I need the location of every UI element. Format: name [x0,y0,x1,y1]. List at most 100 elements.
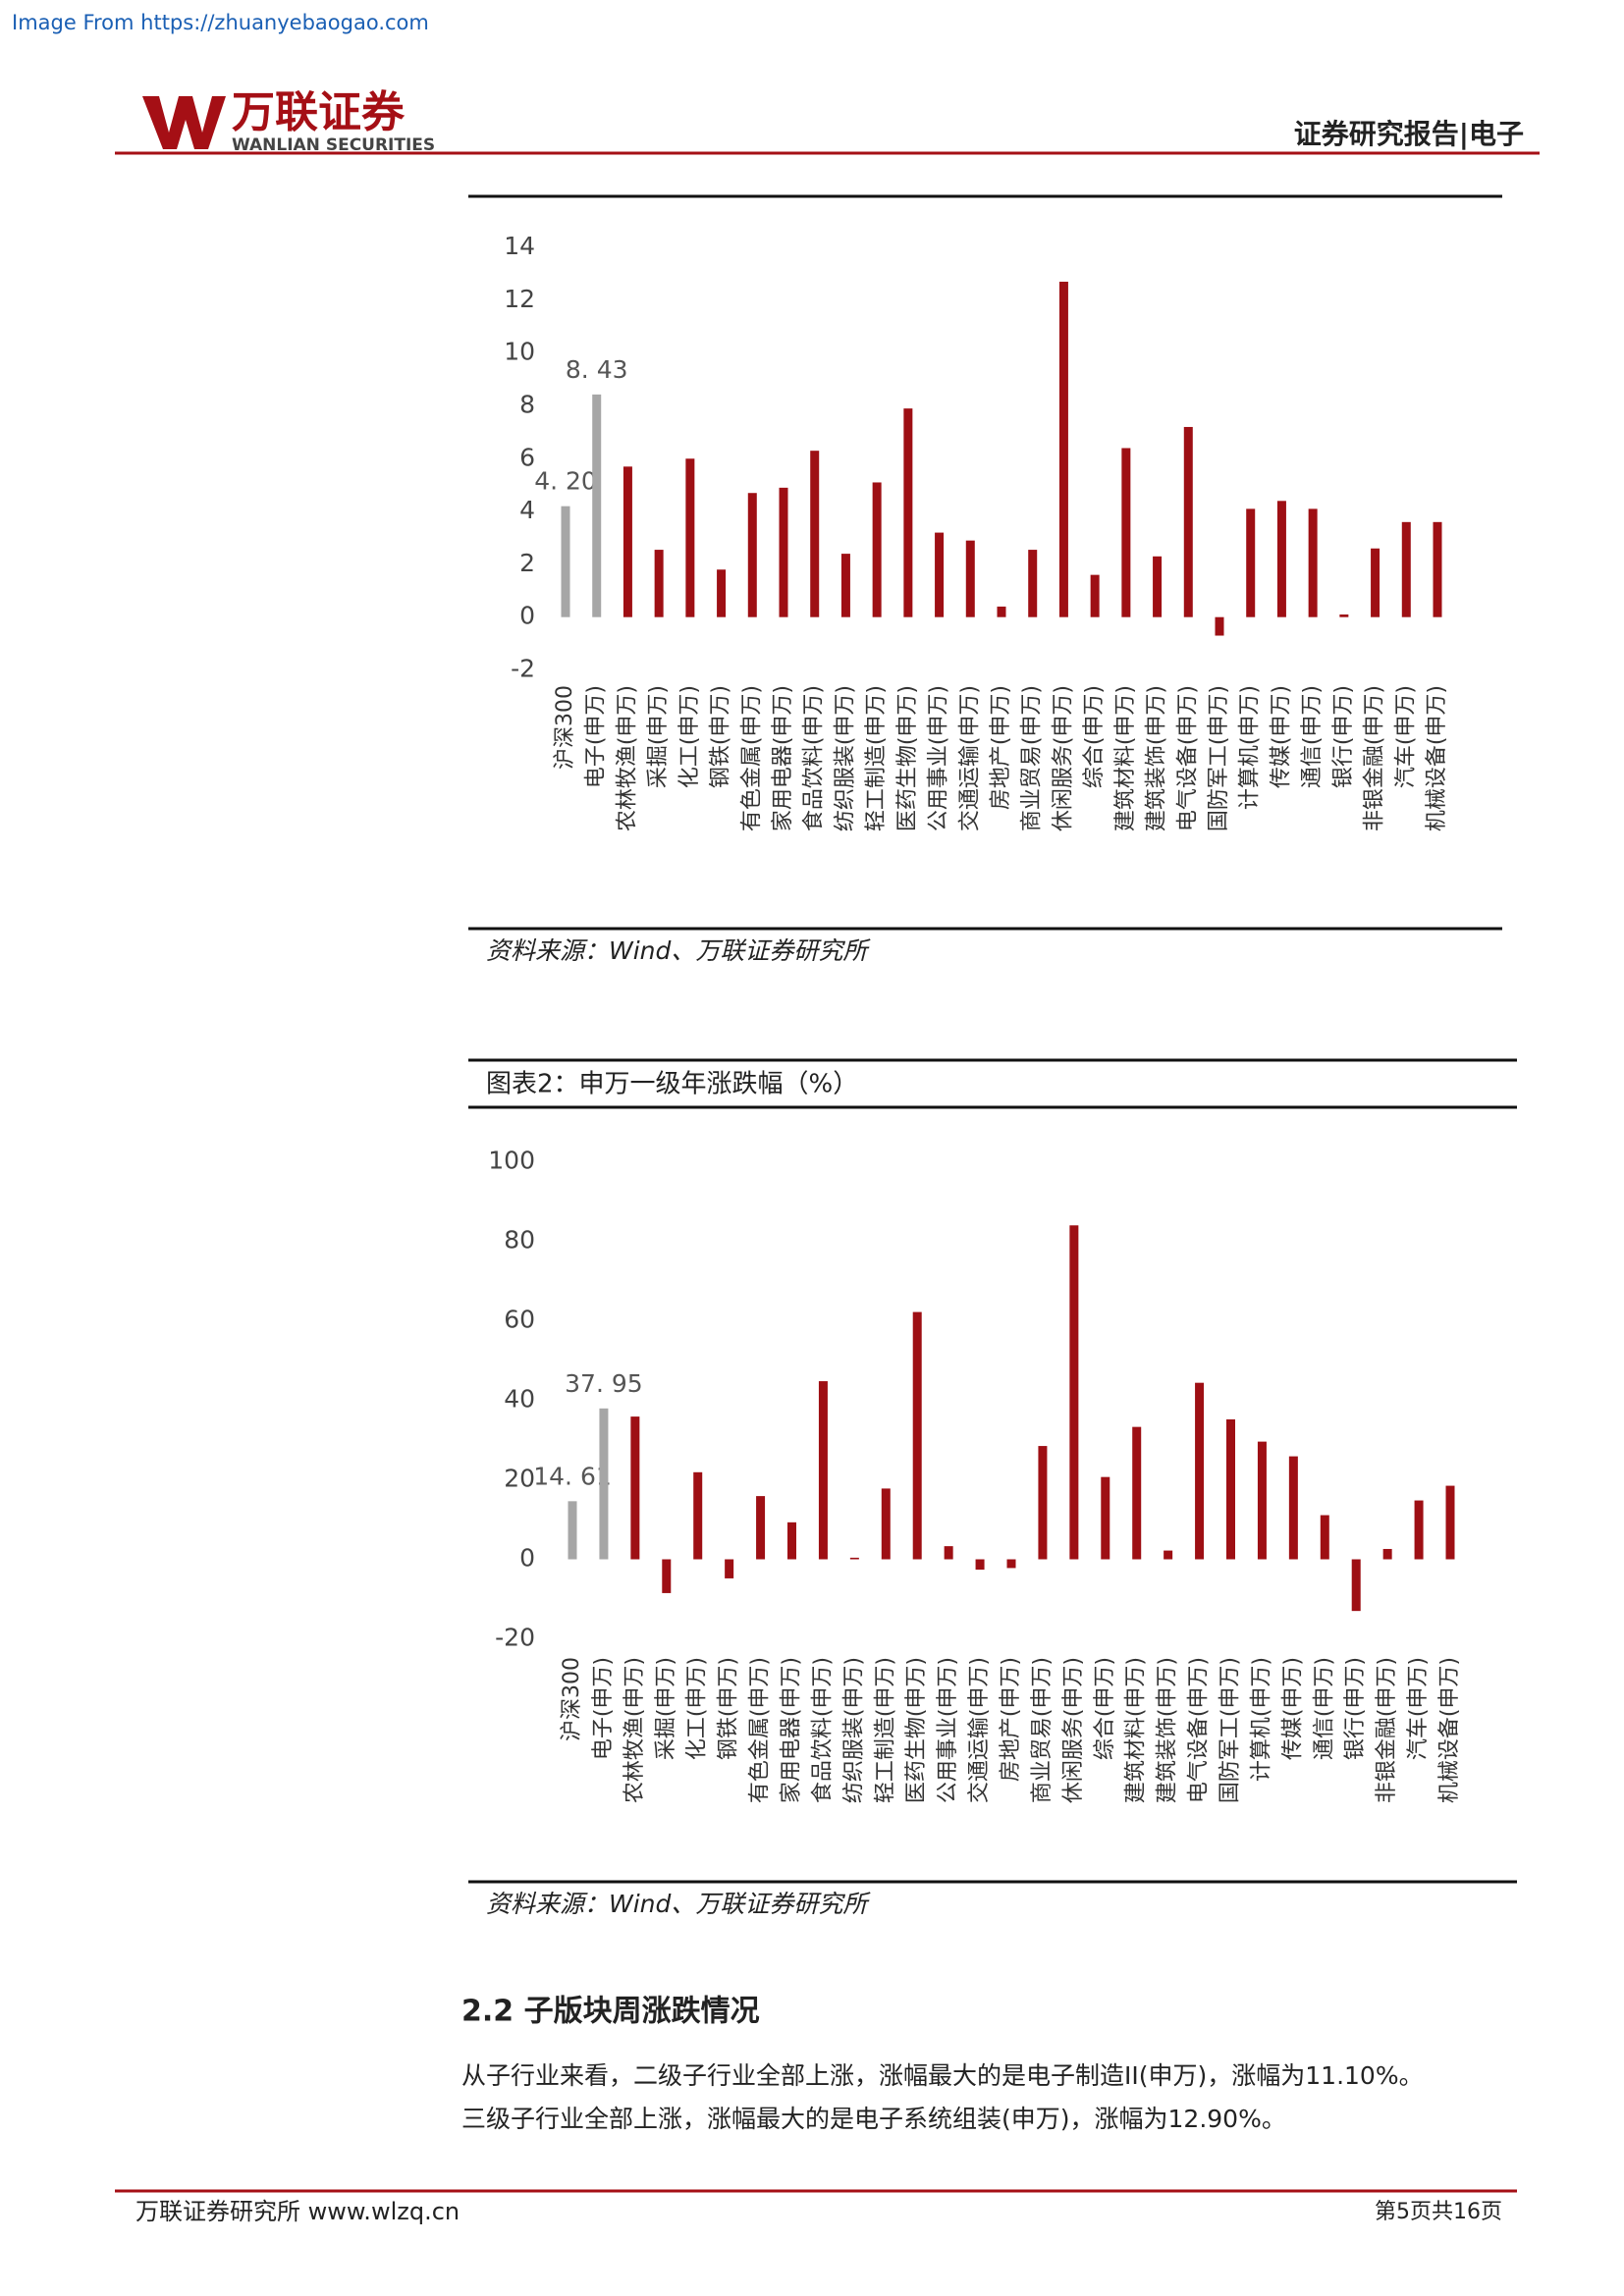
x-tick-label: 非银金融(申万) [1363,685,1387,831]
bar [685,458,695,617]
y-tick-label: 20 [504,1465,535,1493]
y-tick-label: 0 [519,602,535,630]
bar [756,1496,766,1560]
bar [1121,448,1131,617]
y-tick-label: 40 [504,1385,535,1414]
x-tick-label: 食品饮料(申万) [810,1657,835,1803]
y-tick-label: -2 [511,655,535,683]
bar [1339,614,1349,617]
y-tick-label: 0 [519,1544,535,1573]
bar [1069,1225,1079,1560]
bar [1195,1382,1205,1560]
x-tick-label: 休闲服务(申万) [1051,685,1075,831]
x-tick-label: 计算机(申万) [1249,1657,1273,1782]
bar [872,482,882,617]
data-label: 4. 20 [534,467,597,496]
y-tick-label: 100 [488,1147,535,1175]
x-tick-label: 传媒(申万) [1280,1657,1305,1760]
paragraph: 三级子行业全部上涨，涨幅最大的是电子系统组装(申万)，涨幅为12.90%。 [461,2105,1286,2133]
bar [1058,281,1068,617]
report-type: 证券研究报告|电子 [1294,118,1524,150]
bar [1401,521,1411,617]
bar [1028,550,1038,617]
x-tick-label: 家用电器(申万) [771,685,795,831]
bar [1320,1515,1329,1560]
bar [1257,1441,1267,1560]
bar [1038,1446,1048,1560]
bar [1226,1418,1235,1560]
x-tick-label: 计算机(申万) [1238,685,1263,810]
bar [717,569,727,617]
bar [561,506,570,617]
data-label: 8. 43 [566,355,628,384]
bar [725,1559,734,1578]
x-tick-label: 建筑装饰(申万) [1156,1657,1180,1803]
x-tick-label: 银行(申万) [1331,685,1356,788]
bar [599,1408,609,1560]
x-tick-label: 家用电器(申万) [780,1657,804,1803]
bar [1445,1485,1455,1560]
x-tick-label: 建筑材料(申万) [1124,1657,1149,1803]
logo: 万联证券 WANLIAN SECURITIES [142,87,435,155]
bar [1433,521,1442,617]
bar [1090,574,1100,617]
x-tick-label: 非银金融(申万) [1375,1657,1399,1803]
x-tick-label: 建筑材料(申万) [1113,685,1138,831]
x-tick-label: 电子(申万) [591,1657,616,1760]
bar [1414,1500,1424,1560]
x-tick-label: 钢铁(申万) [709,685,733,788]
x-tick-label: 房地产(申万) [989,685,1013,810]
bar [1246,508,1256,617]
bar [1153,556,1163,617]
bar [693,1471,703,1560]
x-tick-label: 食品饮料(申万) [802,685,827,831]
bar [787,1522,796,1560]
x-tick-label: 有色金属(申万) [748,1657,773,1803]
x-tick-label: 综合(申万) [1093,1657,1117,1760]
x-tick-label: 银行(申万) [1343,1657,1368,1760]
data-label: 14. 61 [533,1462,612,1490]
x-tick-label: 房地产(申万) [999,1657,1023,1782]
chart-source: 资料来源：Wind、万联证券研究所 [486,1890,871,1918]
x-tick-label: 国防军工(申万) [1207,685,1231,831]
bar [849,1557,859,1560]
x-tick-label: 综合(申万) [1082,685,1107,788]
x-tick-label: 商业贸易(申万) [1030,1657,1055,1803]
x-tick-label: 医药生物(申万) [895,685,920,831]
bar [592,394,602,617]
x-tick-label: 休闲服务(申万) [1061,1657,1086,1803]
bar [1276,501,1286,617]
y-tick-label: 60 [504,1306,535,1334]
x-tick-label: 轻工制造(申万) [864,685,889,831]
y-tick-label: 14 [504,232,535,260]
bar [944,1546,953,1560]
x-tick-label: 国防军工(申万) [1218,1657,1243,1803]
x-tick-label: 农林牧渔(申万) [623,1657,647,1803]
bar [1132,1426,1142,1560]
x-tick-label: 纺织服装(申万) [833,685,857,831]
x-tick-label: 公用事业(申万) [936,1657,960,1803]
bar [662,1559,672,1593]
x-tick-label: 沪深300 [560,1657,584,1741]
x-tick-label: 传媒(申万) [1269,685,1293,788]
y-tick-label: 80 [504,1226,535,1255]
x-tick-label: 沪深300 [553,685,577,770]
x-tick-label: 通信(申万) [1300,685,1325,788]
x-tick-label: 采掘(申万) [646,685,671,788]
bar [1215,616,1224,636]
y-tick-label: 2 [519,549,535,577]
x-tick-label: 采掘(申万) [654,1657,678,1760]
bar [1006,1559,1016,1569]
bar [997,606,1006,617]
bar [1164,1550,1173,1560]
bar [779,487,788,617]
bar [568,1501,577,1560]
y-tick-label: -20 [495,1624,535,1652]
bar [881,1488,891,1560]
footer-right: 第5页共16页 [1375,2200,1502,2224]
bar [1308,508,1318,617]
x-tick-label: 公用事业(申万) [927,685,951,831]
y-tick-label: 6 [519,443,535,471]
bar [840,554,850,617]
